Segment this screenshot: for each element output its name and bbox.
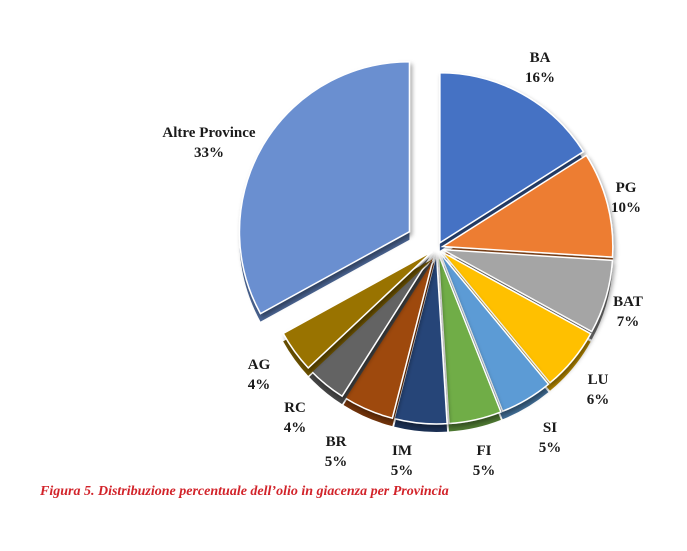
slice-label-altre-province: Altre Province — [162, 125, 256, 141]
slice-label-rc: RC — [284, 400, 306, 416]
pie-slice-ba — [439, 71, 585, 245]
slice-label-bat: BAT — [613, 294, 643, 310]
slice-label-fi: FI — [477, 443, 492, 459]
pie-slice-fi — [437, 253, 502, 425]
slice-label-im: IM — [392, 443, 412, 459]
slice-label-lu: LU — [588, 372, 609, 388]
slice-label-br: BR — [326, 434, 347, 450]
pie-slice-ag — [282, 250, 433, 369]
pie-slice-pg — [440, 154, 614, 258]
slice-value-fi: 5% — [473, 463, 496, 479]
slice-value-ba: 16% — [525, 70, 555, 86]
pie-slice-si — [439, 252, 550, 413]
slice-value-bat: 7% — [617, 314, 640, 330]
figure-caption: Figura 5. Distribuzione percentuale dell… — [40, 484, 449, 499]
pie-slice-altre-province — [238, 60, 411, 315]
slice-value-ag: 4% — [248, 377, 271, 393]
slice-value-lu: 6% — [587, 392, 610, 408]
slice-value-pg: 10% — [611, 200, 641, 216]
pie-slice-bat — [442, 248, 614, 333]
pie-slice-lu — [441, 251, 592, 384]
slice-value-im: 5% — [391, 463, 414, 479]
slice-label-ag: AG — [248, 357, 271, 373]
slice-value-altre-province: 33% — [194, 145, 224, 161]
slice-label-si: SI — [543, 420, 557, 436]
slice-label-pg: PG — [616, 180, 637, 196]
slice-value-rc: 4% — [284, 420, 307, 436]
slice-value-br: 5% — [325, 454, 348, 470]
slice-value-si: 5% — [539, 440, 562, 456]
slice-label-ba: BA — [530, 50, 551, 66]
